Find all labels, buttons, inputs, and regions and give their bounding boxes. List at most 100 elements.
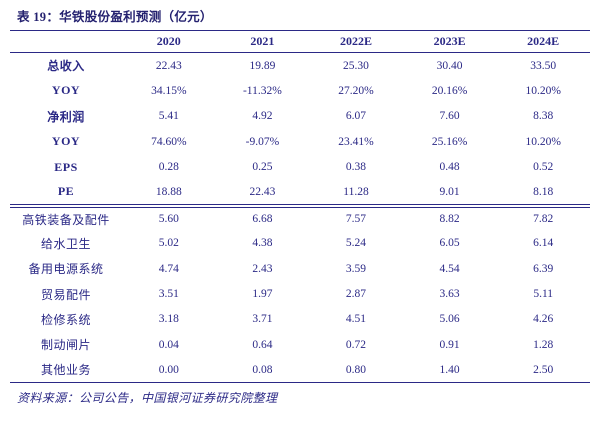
header-year: 2023E — [433, 34, 466, 48]
table-cell: 6.68 — [252, 213, 273, 226]
table-cell: 5.60 — [158, 213, 179, 226]
table-cell: 4.26 — [533, 313, 554, 326]
table-cell: 9.01 — [402, 180, 497, 208]
header-year: 2022E — [339, 34, 372, 48]
table-row: 备用电源系统 4.74 2.43 3.59 4.54 6.39 — [10, 256, 590, 281]
table-row: YOY 74.60% -9.07% 23.41% 25.16% 10.20% — [10, 129, 590, 155]
row-label: 高铁装备及配件 — [22, 212, 110, 227]
table-row: PE 18.88 22.43 11.28 9.01 8.18 — [10, 180, 590, 208]
table-row: 高铁装备及配件 5.60 6.68 7.57 8.82 7.82 — [10, 206, 590, 231]
row-label: 贸易配件 — [40, 287, 91, 302]
table-cell: 4.38 — [252, 237, 273, 250]
table-cell: 6.39 — [533, 262, 554, 275]
row-label: 给水卫生 — [40, 236, 91, 251]
row-label: 备用电源系统 — [28, 262, 104, 277]
table-cell: 0.38 — [345, 161, 367, 174]
table-row: 净利润 5.41 4.92 6.07 7.60 8.38 — [10, 104, 590, 130]
table-cell: 3.59 — [345, 262, 367, 275]
table-cell: 22.43 — [215, 180, 310, 208]
table-cell: 25.16% — [431, 135, 468, 148]
header-empty-cell — [10, 31, 122, 53]
table-cell: 34.15% — [151, 84, 187, 97]
source-note: 资料来源：公司公告，中国银河证券研究院整理 — [17, 391, 278, 406]
summary-section: 总收入 22.43 19.89 25.30 30.40 33.50 YOY 34… — [10, 53, 590, 208]
table-cell: 0.08 — [215, 357, 310, 384]
table-header: 2020 2021 2022E 2023E 2024E — [10, 31, 590, 53]
row-label: 制动闸片 — [40, 338, 91, 353]
row-label: 总收入 — [47, 59, 85, 73]
table-cell: 10.20% — [525, 135, 561, 148]
table-cell: 1.40 — [402, 357, 497, 384]
table-cell: 5.06 — [439, 313, 460, 326]
header-year: 2021 — [250, 34, 275, 48]
table-cell: 0.64 — [252, 338, 273, 351]
table-cell: 3.51 — [158, 288, 179, 301]
table-cell: 33.50 — [530, 59, 557, 72]
table-row: 检修系统 3.18 3.71 4.51 5.06 4.26 — [10, 307, 590, 332]
table-row: YOY 34.15% -11.32% 27.20% 20.16% 10.20% — [10, 78, 590, 104]
table-cell: 6.07 — [345, 110, 367, 123]
table-cell: 19.89 — [249, 59, 276, 72]
table-cell: 0.28 — [158, 161, 179, 174]
row-label: YOY — [51, 83, 81, 98]
row-label: 检修系统 — [40, 312, 91, 327]
table-cell: 1.28 — [533, 338, 554, 351]
table-cell: 4.74 — [158, 262, 179, 275]
profit-forecast-table: 2020 2021 2022E 2023E 2024E 总收入 22.43 19… — [10, 30, 590, 384]
segment-section: 高铁装备及配件 5.60 6.68 7.57 8.82 7.82 给水卫生 5.… — [10, 206, 590, 384]
table-cell: 22.43 — [155, 59, 182, 72]
table-cell: 11.28 — [309, 180, 403, 208]
table-cell: 3.71 — [252, 313, 273, 326]
table-cell: 30.40 — [436, 59, 463, 72]
row-label: EPS — [54, 159, 78, 174]
table-cell: 0.25 — [252, 161, 273, 174]
table-cell: 74.60% — [151, 135, 187, 148]
table-cell: 3.63 — [439, 288, 460, 301]
table-cell: 1.97 — [252, 288, 273, 301]
table-cell: 4.54 — [439, 262, 460, 275]
row-label: 其他业务 — [10, 357, 122, 384]
table-title: 表 19：华铁股份盈利预测（亿元） — [17, 10, 213, 24]
table-cell: -11.32% — [242, 84, 282, 97]
table-cell: 7.82 — [533, 213, 554, 226]
table-row: EPS 0.28 0.25 0.38 0.48 0.52 — [10, 155, 590, 181]
table-cell: 2.87 — [345, 288, 367, 301]
table-row: 制动闸片 0.04 0.64 0.72 0.91 1.28 — [10, 332, 590, 357]
table-row: 给水卫生 5.02 4.38 5.24 6.05 6.14 — [10, 231, 590, 256]
table-cell: 27.20% — [338, 84, 374, 97]
header-year: 2024E — [527, 34, 560, 48]
table-cell: 0.00 — [122, 357, 216, 384]
table-cell: 0.04 — [158, 338, 179, 351]
table-cell: 4.92 — [252, 110, 273, 123]
table-row: 贸易配件 3.51 1.97 2.87 3.63 5.11 — [10, 281, 590, 306]
header-year: 2020 — [156, 34, 181, 48]
table-cell: 6.05 — [439, 237, 460, 250]
table-cell: 5.41 — [158, 110, 179, 123]
table-cell: 7.60 — [439, 110, 460, 123]
table-cell: 3.18 — [158, 313, 179, 326]
table-cell: 5.02 — [158, 237, 179, 250]
table-cell: 0.91 — [439, 338, 460, 351]
table-cell: 5.11 — [533, 288, 554, 301]
table-cell: 8.18 — [496, 180, 590, 208]
table-cell: 2.43 — [252, 262, 273, 275]
table-cell: 25.30 — [343, 59, 369, 72]
table-cell: 23.41% — [338, 135, 374, 148]
table-cell: 18.88 — [122, 180, 216, 208]
table-cell: 0.80 — [309, 357, 403, 384]
table-cell: 4.51 — [345, 313, 367, 326]
row-label: PE — [10, 180, 122, 208]
table-cell: 0.52 — [533, 161, 554, 174]
table-row: 其他业务 0.00 0.08 0.80 1.40 2.50 — [10, 357, 590, 384]
row-label: 净利润 — [47, 109, 85, 124]
table-cell: 0.48 — [439, 161, 460, 174]
table-row: 总收入 22.43 19.89 25.30 30.40 33.50 — [10, 53, 590, 79]
table-cell: 6.14 — [533, 237, 554, 250]
table-cell: 2.50 — [496, 357, 590, 384]
table-cell: 8.82 — [439, 213, 460, 226]
table-cell: 20.16% — [431, 84, 468, 97]
row-label: YOY — [51, 134, 81, 149]
table-cell: 8.38 — [533, 110, 554, 123]
table-cell: -9.07% — [245, 135, 280, 148]
